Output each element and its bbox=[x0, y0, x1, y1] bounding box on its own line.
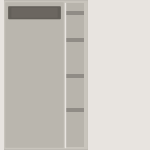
Bar bbox=[66, 74, 84, 78]
Bar bbox=[66, 3, 84, 147]
Text: 25  kDa: 25 kDa bbox=[90, 71, 121, 80]
Bar bbox=[66, 11, 84, 15]
Bar bbox=[88, 0, 150, 150]
FancyBboxPatch shape bbox=[5, 2, 64, 148]
Text: 35  kDa: 35 kDa bbox=[90, 35, 121, 44]
Bar bbox=[66, 38, 84, 42]
FancyBboxPatch shape bbox=[11, 8, 58, 18]
Text: 45  kDa: 45 kDa bbox=[90, 8, 121, 17]
Text: 18  kDa: 18 kDa bbox=[90, 106, 121, 115]
Bar bbox=[0, 0, 4, 150]
FancyBboxPatch shape bbox=[8, 6, 61, 19]
FancyBboxPatch shape bbox=[3, 0, 88, 150]
Bar bbox=[66, 108, 84, 112]
